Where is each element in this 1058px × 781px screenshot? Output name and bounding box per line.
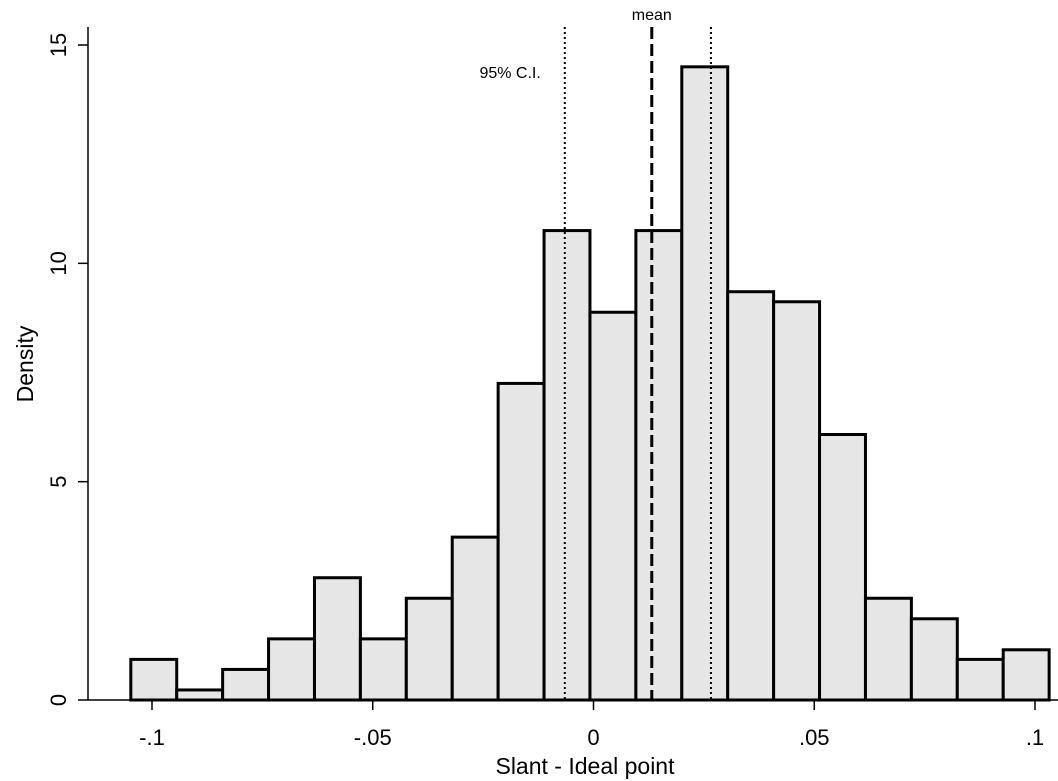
x-axis-title: Slant - Ideal point [495,753,675,779]
x-tick-label-3: 0 [587,725,599,750]
ci-annotation: 95% C.I. [479,65,540,82]
reference-lines-group [563,27,712,700]
histogram-bar-3 [221,667,271,702]
histogram-bar-7 [404,596,454,702]
x-tick-label-4: .05 [799,725,830,750]
x-ticks-group: -.1 -.05 0 .05 .1 [139,700,1044,750]
histogram-bar-5 [312,576,362,702]
histogram-bar-4 [267,637,316,702]
histogram-bar-6 [358,637,408,702]
histogram-bar-18 [909,617,959,702]
histogram-bar-15 [772,300,822,702]
histogram-bar-13 [680,65,730,702]
histogram-bar-11 [588,310,638,702]
histogram-bar-9 [496,381,546,702]
x-tick-label-1: -.1 [139,725,165,750]
histogram-bar-14 [726,290,776,702]
histogram-bar-12 [634,229,684,702]
histogram-bar-8 [450,535,500,702]
x-tick-label-2: -.05 [354,725,392,750]
mean-annotation: mean [632,7,672,24]
bars-group [129,65,1051,702]
histogram-bar-19 [955,657,1005,702]
y-ticks-group: 0 5 10 15 [46,33,88,706]
y-axis-title: Density [12,325,38,402]
x-tick-label-5: .1 [1026,725,1044,750]
histogram-bar-2 [175,688,225,702]
histogram-bar-16 [818,433,867,702]
y-tick-label-1: 0 [46,694,71,706]
y-tick-label-3: 10 [46,251,71,275]
histogram-bar-17 [863,596,913,702]
histogram-bar-1 [129,657,179,702]
y-tick-label-4: 15 [46,33,71,57]
histogram-bar-10 [542,229,592,702]
histogram-bar-20 [1001,648,1051,702]
y-tick-label-2: 5 [46,476,71,488]
